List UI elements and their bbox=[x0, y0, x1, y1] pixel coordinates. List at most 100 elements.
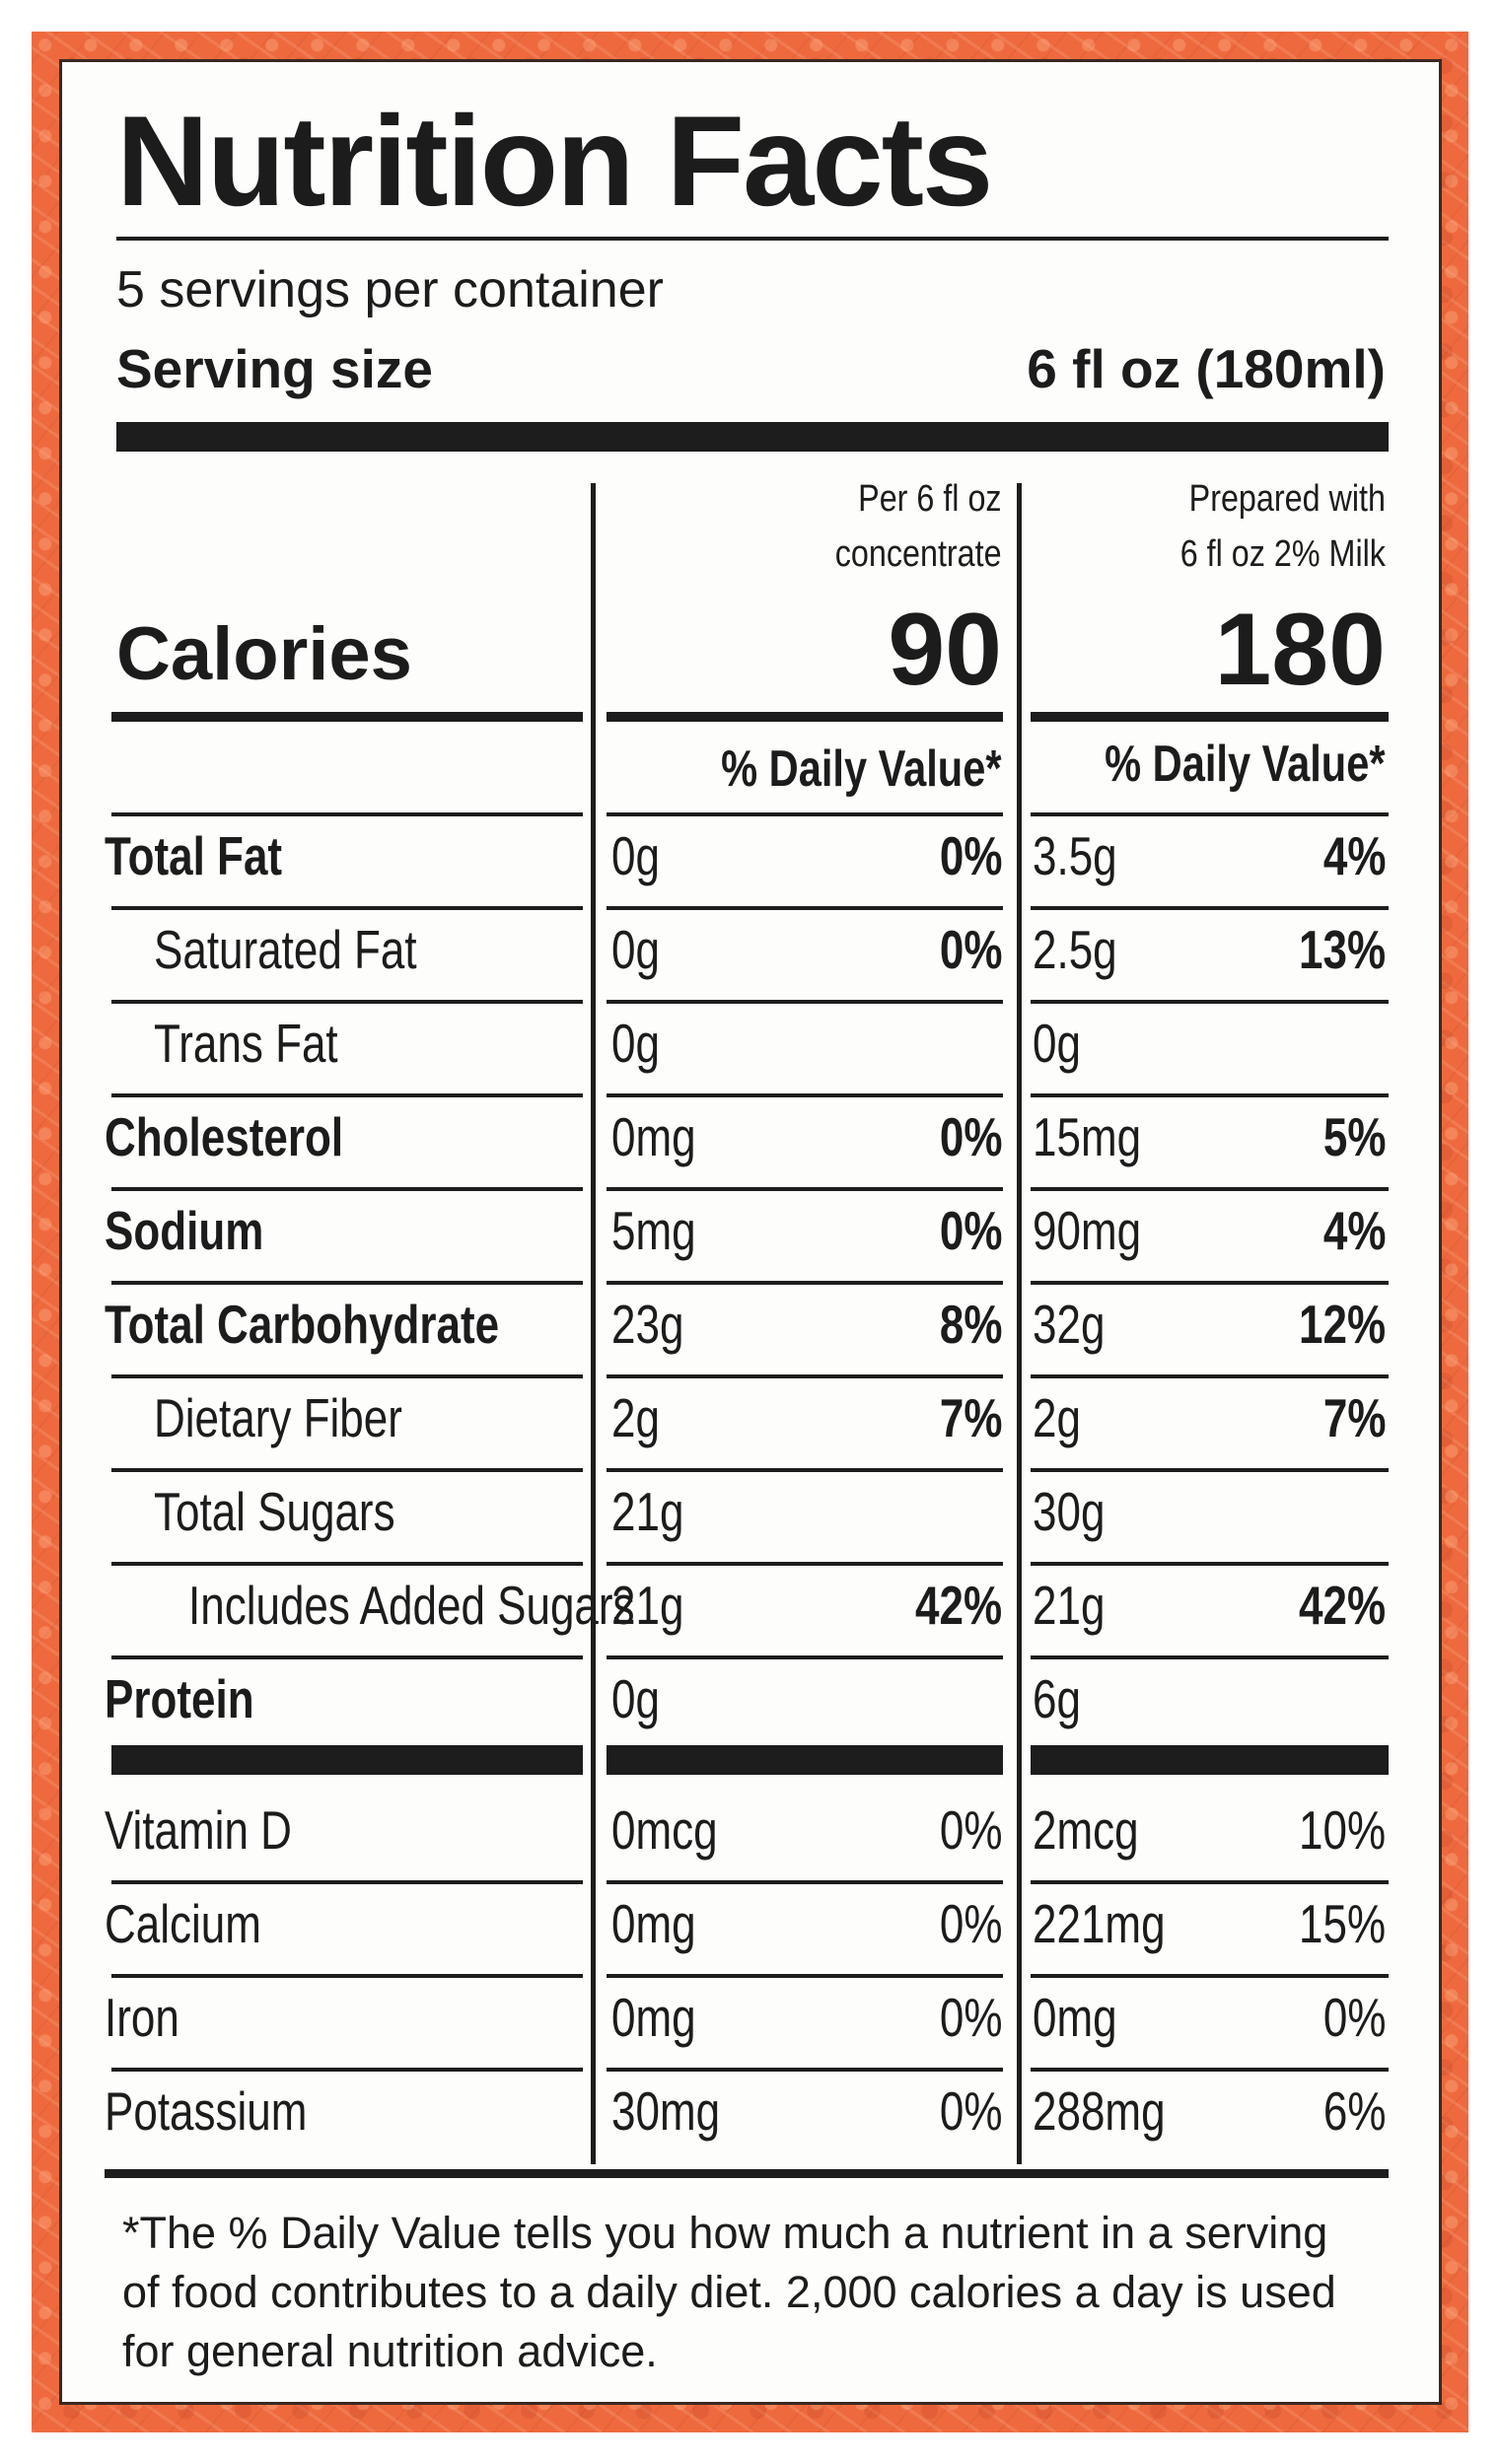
calories-rule-left bbox=[111, 712, 583, 722]
thick-rule-vitamins-3 bbox=[1031, 1745, 1389, 1775]
title-rule bbox=[116, 237, 1389, 241]
nutrient-amount-column2: 32g bbox=[1033, 1294, 1106, 1355]
nutrient-dv-column2: 4% bbox=[1322, 1200, 1386, 1261]
row-rule-1 bbox=[111, 1000, 583, 1004]
serving-size-value: 6 fl oz (180ml) bbox=[1027, 338, 1386, 399]
column1-header: Per 6 fl oz concentrate bbox=[835, 471, 1002, 582]
nutrient-amount-column2: 3.5g bbox=[1033, 825, 1117, 886]
vitamin-rule-3 bbox=[1031, 1974, 1389, 1978]
nutrient-dv-column2: 13% bbox=[1298, 919, 1386, 980]
row-rule-3 bbox=[1031, 1093, 1389, 1097]
row-rule-1 bbox=[111, 1281, 583, 1285]
nutrient-amount-column1: 2g bbox=[611, 1387, 660, 1448]
vitamin-dv-column2: 0% bbox=[1322, 1987, 1386, 2048]
vitamin-amount-column2: 2mcg bbox=[1033, 1799, 1139, 1861]
row-rule-3 bbox=[1031, 1468, 1389, 1472]
nutrient-amount-column2: 6g bbox=[1033, 1668, 1081, 1729]
thick-rule-vitamins-2 bbox=[607, 1745, 1003, 1775]
row-rule-2 bbox=[607, 1093, 1003, 1097]
nutrient-name: Total Fat bbox=[105, 825, 283, 886]
nutrient-amount-column2: 90mg bbox=[1033, 1200, 1142, 1261]
nutrient-name: Protein bbox=[105, 1668, 254, 1729]
vitamin-dv-column2: 10% bbox=[1298, 1799, 1386, 1861]
vitamin-rule-2 bbox=[607, 2068, 1003, 2072]
row-rule-top-2 bbox=[607, 812, 1003, 816]
vitamin-dv-column2: 6% bbox=[1322, 2080, 1386, 2142]
vitamin-amount-column2: 288mg bbox=[1033, 2080, 1166, 2142]
vitamin-amount-column2: 0mg bbox=[1033, 1987, 1117, 2048]
column2-header-line2: 6 fl oz 2% Milk bbox=[1179, 533, 1386, 575]
row-rule-3 bbox=[1031, 1374, 1389, 1378]
vitamin-rule-1 bbox=[111, 2068, 583, 2072]
nutrient-name: Saturated Fat bbox=[154, 919, 417, 980]
vitamin-amount-column1: 0mg bbox=[611, 1987, 696, 2048]
vitamin-dv-column1: 0% bbox=[939, 1893, 1002, 1954]
vitamin-rule-3 bbox=[1031, 1880, 1389, 1884]
nutrition-label-panel bbox=[59, 59, 1442, 2405]
row-rule-3 bbox=[1031, 1000, 1389, 1004]
nutrient-dv-column1: 42% bbox=[914, 1575, 1002, 1636]
nutrient-dv-column2: 12% bbox=[1298, 1294, 1386, 1355]
column2-header: Prepared with 6 fl oz 2% Milk bbox=[1180, 471, 1386, 582]
nutrient-amount-column1: 21g bbox=[611, 1575, 684, 1636]
nutrient-dv-column2: 4% bbox=[1322, 825, 1386, 886]
vitamin-name: Potassium bbox=[105, 2080, 308, 2142]
nutrient-amount-column2: 15mg bbox=[1033, 1106, 1142, 1167]
column-divider-1 bbox=[591, 483, 596, 2164]
footnote: *The % Daily Value tells you how much a … bbox=[122, 2208, 1336, 2376]
nutrient-name: Sodium bbox=[105, 1200, 264, 1261]
vitamin-name: Iron bbox=[105, 1987, 179, 2048]
calories-column1: 90 bbox=[888, 593, 1002, 707]
nutrient-dv-column2: 7% bbox=[1322, 1387, 1386, 1448]
nutrient-dv-column1: 0% bbox=[939, 1106, 1002, 1167]
row-rule-3 bbox=[1031, 906, 1389, 910]
row-rule-2 bbox=[607, 1281, 1003, 1285]
row-rule-1 bbox=[111, 1187, 583, 1191]
nutrient-amount-column1: 21g bbox=[611, 1481, 684, 1542]
row-rule-2 bbox=[607, 1374, 1003, 1378]
vitamin-amount-column1: 0mg bbox=[611, 1893, 696, 1954]
column2-header-line1: Prepared with bbox=[1188, 478, 1386, 520]
row-rule-top-1 bbox=[111, 812, 583, 816]
row-rule-1 bbox=[111, 906, 583, 910]
vitamin-dv-column2: 15% bbox=[1298, 1893, 1386, 1954]
nutrient-amount-column1: 0g bbox=[611, 919, 660, 980]
row-rule-2 bbox=[607, 1000, 1003, 1004]
nutrient-dv-column2: 42% bbox=[1298, 1575, 1386, 1636]
column1-header-line2: concentrate bbox=[835, 533, 1002, 575]
nutrient-amount-column1: 5mg bbox=[611, 1200, 696, 1261]
daily-value-header-column1: % Daily Value* bbox=[721, 740, 1002, 798]
nutrient-amount-column2: 30g bbox=[1033, 1481, 1106, 1542]
nutrient-amount-column2: 2g bbox=[1033, 1387, 1081, 1448]
nutrient-dv-column1: 8% bbox=[939, 1294, 1002, 1355]
column1-header-line1: Per 6 fl oz bbox=[858, 478, 1002, 520]
nutrient-name: Total Sugars bbox=[154, 1481, 395, 1542]
vitamin-rule-1 bbox=[111, 1974, 583, 1978]
label-title: Nutrition Facts bbox=[116, 89, 993, 233]
vitamin-rule-1 bbox=[111, 1880, 583, 1884]
nutrient-amount-column1: 0g bbox=[611, 1013, 660, 1074]
row-rule-2 bbox=[607, 1187, 1003, 1191]
nutrient-dv-column1: 0% bbox=[939, 1200, 1002, 1261]
row-rule-2 bbox=[607, 906, 1003, 910]
vitamin-rule-2 bbox=[607, 1880, 1003, 1884]
footnote-rule bbox=[105, 2169, 1389, 2178]
row-rule-top-3 bbox=[1031, 812, 1389, 816]
row-rule-1 bbox=[111, 1093, 583, 1097]
nutrient-amount-column2: 2.5g bbox=[1033, 919, 1117, 980]
row-rule-3 bbox=[1031, 1655, 1389, 1659]
row-rule-1 bbox=[111, 1374, 583, 1378]
nutrient-dv-column1: 7% bbox=[939, 1387, 1002, 1448]
row-rule-3 bbox=[1031, 1281, 1389, 1285]
vitamin-name: Calcium bbox=[105, 1893, 261, 1954]
row-rule-2 bbox=[607, 1655, 1003, 1659]
vitamin-rule-2 bbox=[607, 1974, 1003, 1978]
vitamin-rule-3 bbox=[1031, 2068, 1389, 2072]
vitamin-dv-column1: 0% bbox=[939, 1799, 1002, 1861]
thick-rule-vitamins-1 bbox=[111, 1745, 583, 1775]
nutrient-dv-column1: 0% bbox=[939, 825, 1002, 886]
vitamin-dv-column1: 0% bbox=[939, 1987, 1002, 2048]
daily-value-header-column2: % Daily Value* bbox=[1105, 736, 1386, 793]
row-rule-1 bbox=[111, 1562, 583, 1566]
nutrient-amount-column1: 0mg bbox=[611, 1106, 696, 1167]
